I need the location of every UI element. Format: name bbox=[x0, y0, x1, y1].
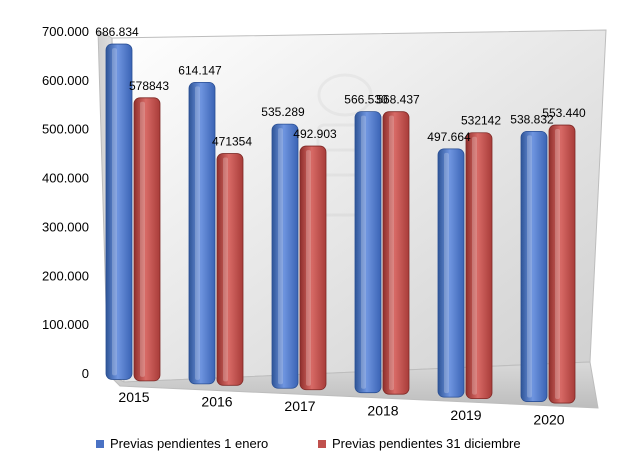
legend-swatch-series-1 bbox=[96, 439, 104, 448]
x-tick-label: 2015 bbox=[118, 389, 149, 405]
bar-enero-2015 bbox=[105, 43, 133, 380]
y-tick-label: 200.000 bbox=[42, 268, 89, 283]
bar-value-label: 568.437 bbox=[376, 93, 420, 107]
bar-highlight bbox=[195, 86, 200, 380]
bar-diciembre-2018 bbox=[382, 111, 410, 395]
bar-value-label: 566.530 bbox=[344, 93, 388, 107]
x-tick-label: 2016 bbox=[201, 394, 232, 410]
bar-highlight bbox=[361, 115, 366, 389]
bar-highlight bbox=[389, 115, 394, 391]
legend-item-series-2: Previas pendientes 31 diciembre bbox=[318, 436, 521, 451]
bar-highlight bbox=[140, 101, 145, 377]
bar-value-label: 471354 bbox=[212, 135, 252, 149]
y-tick-label: 600.000 bbox=[42, 73, 89, 88]
bar-value-label: 492.903 bbox=[293, 127, 337, 141]
bar-value-label: 578843 bbox=[129, 79, 169, 93]
y-tick-label: 100.000 bbox=[42, 317, 89, 332]
bar-diciembre-2015 bbox=[133, 97, 161, 382]
y-tick-label: 400.000 bbox=[42, 171, 89, 186]
x-tick-label: 2019 bbox=[450, 407, 481, 423]
bar-value-label: 532142 bbox=[461, 114, 501, 128]
y-tick-label: 500.000 bbox=[42, 122, 89, 137]
x-tick-label: 2020 bbox=[533, 411, 564, 427]
bar-value-label: 538.832 bbox=[510, 112, 554, 126]
legend-label-series-1: Previas pendientes 1 enero bbox=[110, 436, 269, 451]
bar-value-labels: 686.834 578843 614.147 471354 535.289 492.903… bbox=[95, 25, 586, 148]
y-tick-label: 300.000 bbox=[42, 219, 89, 234]
x-axis-ticks: 2015 2016 2017 2018 2019 2020 bbox=[118, 389, 564, 427]
bar-diciembre-2017 bbox=[299, 145, 327, 391]
bar-enero-2019 bbox=[437, 148, 465, 398]
legend-item-series-1: Previas pendientes 1 enero bbox=[96, 436, 268, 451]
bar-enero-2018 bbox=[354, 111, 382, 394]
bar-diciembre-2016 bbox=[216, 153, 244, 386]
bar-enero-2017 bbox=[271, 123, 299, 389]
y-tick-label: 0 bbox=[82, 366, 89, 381]
legend-label-series-2: Previas pendientes 31 diciembre bbox=[332, 436, 521, 451]
bar-enero-2016 bbox=[188, 81, 216, 385]
bar-diciembre-2019 bbox=[465, 132, 493, 400]
bars bbox=[105, 43, 576, 404]
bar-value-label: 497.664 bbox=[427, 130, 471, 144]
bar-highlight bbox=[472, 136, 477, 395]
legend: Previas pendientes 1 enero Previas pendi… bbox=[96, 436, 616, 456]
bar-diciembre-2020 bbox=[548, 124, 576, 404]
legend-swatch-series-2 bbox=[318, 439, 326, 448]
bar-enero-2020 bbox=[520, 130, 548, 402]
bar-highlight bbox=[112, 48, 117, 376]
bar-value-label: 535.289 bbox=[261, 105, 305, 119]
bar-value-label: 686.834 bbox=[95, 25, 139, 39]
x-tick-label: 2018 bbox=[367, 402, 398, 418]
bar-highlight bbox=[527, 135, 532, 398]
y-axis-ticks: 0 100.000 200.000 300.000 400.000 500.000 600.… bbox=[42, 24, 89, 381]
bar-highlight bbox=[223, 157, 228, 382]
bar-value-label: 553.440 bbox=[542, 106, 586, 120]
bar-highlight bbox=[444, 152, 449, 394]
x-tick-label: 2017 bbox=[284, 398, 315, 414]
y-tick-label: 700.000 bbox=[42, 24, 89, 39]
bar-value-label: 614.147 bbox=[178, 63, 222, 77]
bar-highlight bbox=[278, 128, 283, 385]
bar-highlight bbox=[306, 150, 311, 386]
bar-highlight bbox=[555, 129, 560, 400]
